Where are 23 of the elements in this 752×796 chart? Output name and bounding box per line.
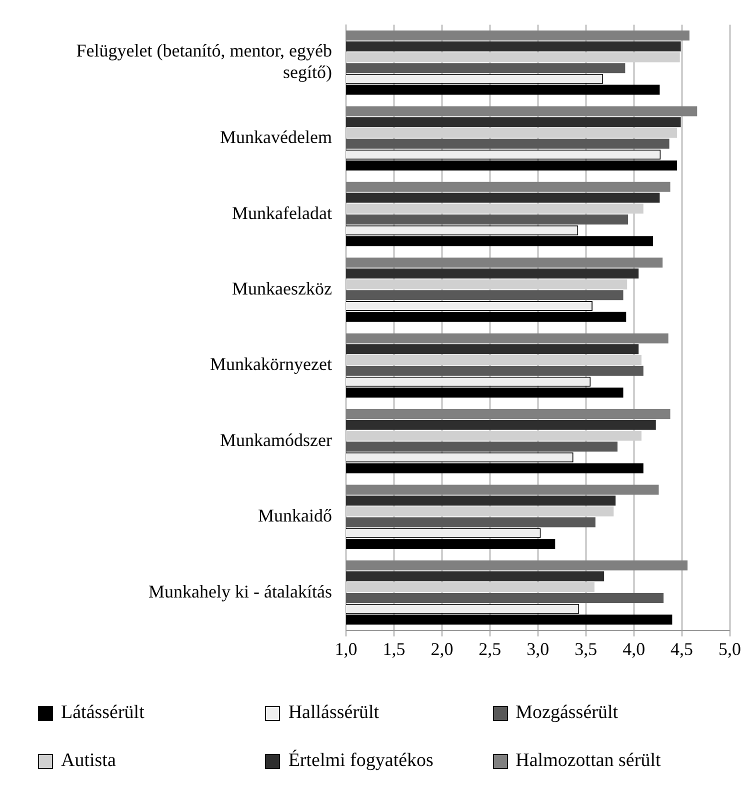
legend-label: Hallássérült (288, 702, 380, 724)
y-tick-label: Munkavédelem (220, 127, 332, 148)
y-tick-label: Munkaeszköz (232, 278, 332, 298)
x-tick-label: 1,5 (382, 638, 406, 659)
legend-label: Autista (61, 750, 116, 772)
y-tick-label: Munkamódszer (220, 430, 332, 450)
legend-label: Látássérült (61, 702, 144, 724)
x-tick-label: 4,5 (670, 638, 694, 659)
y-tick-label: Munkahely ki - átalakítás (148, 581, 332, 602)
x-tick-label: 3,5 (574, 638, 598, 659)
x-tick-label: 1,0 (334, 638, 358, 659)
legend-label: Mozgássérült (516, 702, 618, 724)
x-tick-label: 4,0 (622, 638, 646, 659)
legend-label: Halmozottan sérült (516, 750, 661, 772)
y-tick-label: Munkafeladat (232, 202, 332, 223)
x-tick-label: 3,0 (526, 638, 550, 659)
x-tick-label: 5,0 (718, 638, 741, 659)
y-tick-label: Felügyelet (betanító, mentor, egyéb segítő) (76, 40, 332, 82)
x-tick-label: 2,0 (430, 638, 454, 659)
x-tick-label: 2,5 (478, 638, 502, 659)
y-tick-label: Munkakörnyezet (210, 354, 332, 374)
legend-label: Értelmi fogyatékos (288, 750, 434, 772)
y-tick-label: Munkaidő (258, 506, 332, 526)
